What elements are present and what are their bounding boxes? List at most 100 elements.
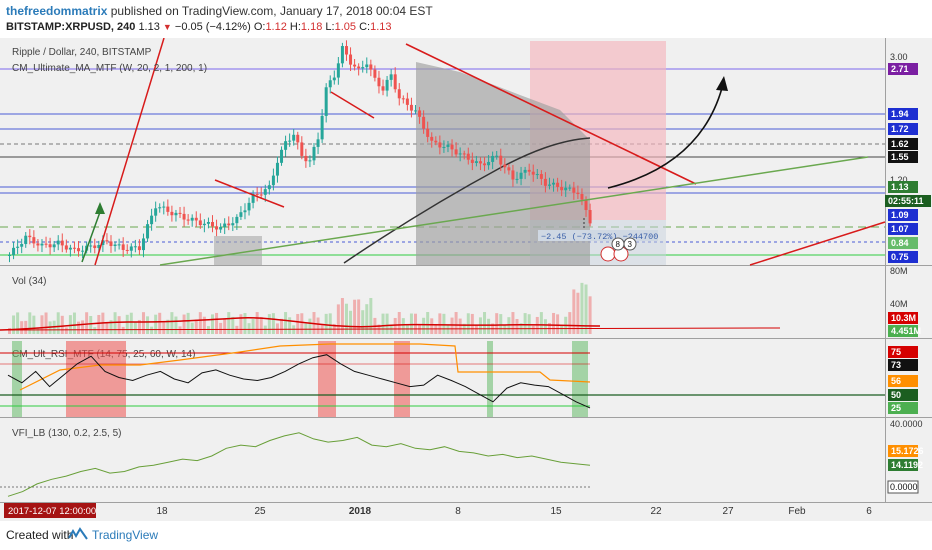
price-axis-label: 1.07 (891, 224, 909, 234)
candle-body (72, 247, 76, 249)
volume-bar (324, 313, 328, 334)
volume-bar (316, 317, 320, 334)
volume-bar (531, 325, 535, 334)
volume-bar (198, 312, 202, 334)
volume-bar (349, 310, 353, 334)
created-with-label: Created with (6, 528, 74, 542)
price-axis-label: 1.62 (891, 139, 909, 149)
low-label: L: (325, 21, 335, 33)
candle-body (393, 74, 397, 90)
candle-body (547, 184, 551, 186)
price-axis-box (888, 108, 918, 120)
price-axis-box (885, 195, 931, 207)
candle-body (40, 243, 44, 246)
price-candles[interactable] (8, 40, 592, 263)
candle-body (251, 193, 255, 203)
candle-body (32, 237, 36, 244)
tradingview-logo-icon[interactable] (68, 527, 88, 543)
candle-body (434, 140, 438, 143)
candle-body (495, 155, 499, 157)
tradingview-brand[interactable]: TradingView (92, 528, 159, 542)
volume-bar (401, 318, 405, 334)
candle-body (377, 77, 381, 87)
volume-bar (174, 316, 178, 334)
candle-body (259, 194, 263, 196)
candle-body (397, 89, 401, 99)
candle-body (194, 217, 198, 221)
candle-body (552, 182, 556, 185)
candle-body (414, 110, 417, 112)
price-axis-box (888, 237, 918, 249)
price-axis-box (888, 123, 918, 135)
volume-bar (442, 313, 446, 334)
candle-body (235, 216, 239, 224)
footer: Created with TradingView (0, 521, 932, 550)
date-badge-bg (4, 503, 96, 518)
candle-body (458, 153, 462, 155)
author-link[interactable]: thefreedommatrix (6, 4, 108, 18)
candle-body (507, 167, 511, 171)
publish-line: thefreedommatrix published on TradingVie… (6, 4, 433, 18)
time-axis-tick: 22 (650, 506, 662, 517)
ascending-support-line (159, 156, 869, 266)
candle-body (328, 80, 332, 88)
volume-bar (28, 312, 32, 334)
flag-badge-icon (600, 246, 616, 262)
volume-trendline (0, 327, 781, 331)
vfi-pane[interactable] (0, 418, 885, 502)
candle-body (162, 206, 166, 208)
candle-body (511, 170, 515, 180)
volume-title: Vol (34) (12, 276, 46, 287)
candle-body (491, 155, 495, 162)
candle-body (60, 240, 64, 246)
candle-body (418, 110, 422, 117)
volume-bar (150, 326, 154, 334)
candle-body (24, 235, 28, 245)
volume-bar (215, 312, 219, 334)
trend-lines[interactable] (81, 38, 886, 266)
price-axis-tick: 1.20 (890, 175, 908, 185)
candle-body (223, 223, 227, 227)
ma-indicator-title: CM_Ultimate_MA_MTF (W, 20, 2, 1, 200, 1) (12, 63, 207, 74)
candle-body (174, 212, 178, 216)
candle-body (300, 142, 304, 156)
candle-body (105, 240, 109, 242)
volume-bar (539, 312, 543, 334)
candle-body (332, 77, 336, 81)
volume-bar (357, 299, 361, 334)
event-badges[interactable]: 8 3 (600, 237, 637, 262)
candle-body (64, 245, 68, 250)
candle-body (243, 210, 247, 213)
candle-body (426, 128, 430, 137)
moving-average-line[interactable] (343, 137, 591, 264)
candle-body (158, 207, 162, 209)
volume-bar (584, 284, 588, 334)
candle-body (28, 235, 32, 238)
rsi-pane[interactable] (0, 339, 885, 417)
price-change: −0.05 (−4.12%) (174, 21, 251, 33)
volume-bar (365, 304, 369, 334)
candle-body (422, 116, 426, 129)
volume-bar (361, 310, 365, 334)
candle-body (12, 247, 16, 255)
candle-body (198, 220, 202, 226)
price-axis-label: 50 (891, 390, 901, 400)
candle-body (52, 244, 56, 248)
volume-bar (487, 318, 491, 334)
chart-svg[interactable]: −2.45 (−73.72%) −244700 8 3 Ripple / Dol… (0, 38, 932, 521)
projection-arrow (607, 87, 723, 189)
open-label: O: (253, 21, 266, 33)
candle-body (450, 144, 454, 150)
candle-body (568, 187, 572, 189)
time-axis-tick: 27 (722, 506, 734, 517)
candle-body (462, 153, 466, 155)
volume-bar (235, 325, 239, 334)
candle-body (519, 172, 523, 179)
candle-body (267, 185, 271, 190)
price-axis-label: 0.0000 (890, 482, 918, 492)
price-axis-box (888, 389, 918, 401)
price-axis-box (888, 223, 918, 235)
price-axis-label: 0.84 (891, 238, 909, 248)
candle-body (340, 46, 344, 64)
volume-bar (381, 313, 385, 334)
